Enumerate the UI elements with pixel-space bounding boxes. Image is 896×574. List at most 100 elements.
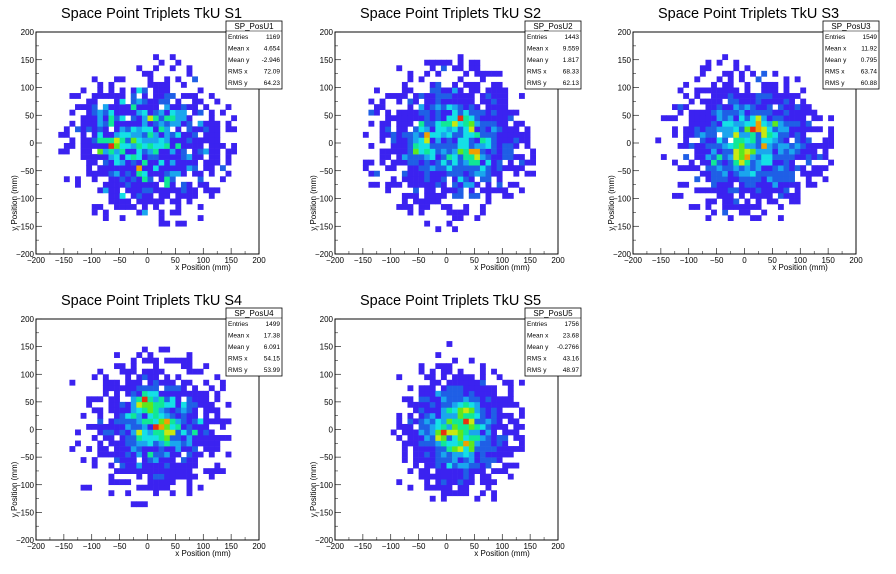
heatmap-cell: [86, 446, 93, 452]
heatmap-cell: [119, 368, 126, 375]
heatmap-cell: [164, 76, 171, 83]
heatmap-cell: [727, 109, 734, 116]
heatmap-cell: [424, 131, 431, 138]
heatmap-cell: [452, 390, 458, 397]
heatmap-cell: [186, 468, 193, 474]
heatmap-cell: [141, 126, 148, 133]
heatmap-cell: [169, 429, 176, 436]
heatmap-cell: [175, 401, 182, 408]
heatmap-cell: [440, 204, 447, 210]
heatmap-cell: [463, 126, 470, 133]
heatmap-cell: [716, 120, 723, 127]
heatmap-cells: [58, 54, 238, 227]
heatmap-cell: [485, 126, 492, 133]
heatmap-cell: [180, 115, 187, 122]
heatmap-cell: [496, 451, 503, 458]
heatmap-cell: [468, 446, 475, 452]
heatmap-cell: [507, 451, 514, 458]
heatmap-cell: [468, 357, 475, 364]
heatmap-cell: [738, 120, 745, 127]
heatmap-cell: [457, 65, 464, 72]
heatmap-cell: [197, 451, 204, 458]
heatmap-cell: [507, 131, 514, 138]
heatmap-cell: [203, 429, 210, 436]
heatmap-cell: [672, 192, 678, 199]
heatmap-cell: [744, 143, 751, 149]
heatmap-cell: [688, 165, 695, 172]
heatmap-cell: [440, 412, 447, 419]
heatmap-cell: [208, 137, 215, 144]
heatmap-cell: [733, 143, 740, 149]
heatmap-cell: [158, 401, 165, 408]
heatmap-cell: [424, 396, 431, 403]
heatmap-cell: [401, 204, 408, 210]
heatmap-cell: [231, 143, 238, 149]
heatmap-cell: [761, 137, 768, 144]
heatmap-cell: [69, 93, 76, 99]
heatmap-cell: [424, 98, 431, 105]
heatmap-cell: [424, 126, 431, 133]
heatmap-cell: [169, 451, 176, 458]
heatmap-cell: [446, 154, 453, 160]
y-tick-label: 0: [329, 426, 334, 435]
heatmap-cell: [80, 120, 87, 127]
heatmap-cell: [452, 176, 458, 183]
heatmap-cell: [468, 435, 475, 441]
heatmap-cell: [496, 401, 503, 408]
stats-row-label: Mean y: [527, 344, 549, 351]
heatmap-cell: [485, 181, 492, 188]
heatmap-cell: [463, 490, 470, 497]
heatmap-cell: [744, 109, 751, 116]
heatmap-cell: [772, 137, 779, 144]
heatmap-cell: [130, 462, 137, 469]
heatmap-cell: [485, 187, 492, 194]
heatmap-cell: [800, 98, 807, 105]
heatmap-cell: [158, 462, 165, 469]
x-tick-label: 200: [252, 256, 266, 265]
heatmap-cell: [180, 401, 187, 408]
heatmap-cell: [485, 484, 492, 491]
heatmap-cell: [794, 165, 801, 172]
heatmap-cell: [125, 187, 132, 194]
y-tick-label: −100: [16, 481, 35, 490]
heatmap-cell: [452, 87, 458, 94]
heatmap-cell: [513, 462, 520, 469]
heatmap-cell: [97, 446, 104, 452]
heatmap-cell: [491, 390, 497, 397]
heatmap-cell: [418, 76, 425, 83]
heatmap-cell: [153, 468, 159, 474]
heatmap-cell: [755, 192, 762, 199]
heatmap-cell: [192, 76, 198, 83]
heatmap-cell: [440, 479, 447, 486]
heatmap-cell: [485, 154, 492, 160]
heatmap-cell: [136, 115, 143, 122]
heatmap-cell: [180, 120, 187, 127]
heatmap-cell: [130, 451, 137, 458]
stats-row-value: 6.091: [264, 344, 281, 351]
heatmap-cell: [463, 423, 470, 430]
heatmap-cell: [158, 98, 165, 105]
heatmap-cell: [479, 176, 486, 183]
heatmap-cell: [518, 154, 525, 160]
heatmap-cell: [164, 429, 171, 436]
heatmap-cell: [130, 148, 137, 155]
heatmap-cell: [789, 98, 795, 105]
heatmap-cell: [192, 396, 198, 403]
heatmap-cells: [362, 54, 537, 233]
heatmap-cell: [424, 115, 431, 122]
heatmap-cell: [424, 192, 431, 199]
heatmap-cell: [396, 109, 403, 116]
heatmap-cell: [153, 423, 159, 430]
x-tick-label: −100: [83, 256, 102, 265]
heatmap-cell: [164, 418, 171, 425]
heatmap-cell: [711, 209, 717, 216]
heatmap-cell: [491, 468, 497, 474]
heatmap-cell: [744, 137, 751, 144]
heatmap-cell: [75, 181, 81, 188]
heatmap-cell: [407, 154, 414, 160]
heatmap-cell: [794, 143, 801, 149]
heatmap-cell: [136, 385, 143, 392]
heatmap-cell: [203, 159, 210, 166]
heatmap-cell: [485, 93, 492, 99]
heatmap-cell: [435, 401, 442, 408]
